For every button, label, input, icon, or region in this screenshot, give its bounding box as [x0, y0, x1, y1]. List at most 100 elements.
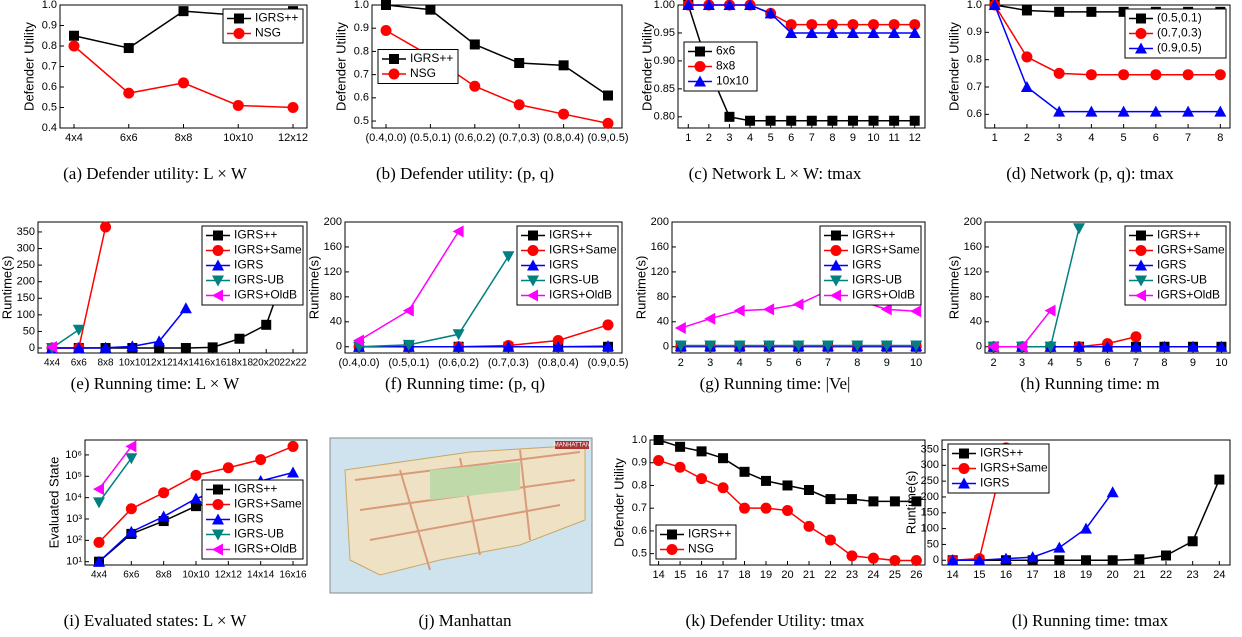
marker — [1086, 69, 1097, 80]
series-line — [953, 492, 1113, 560]
marker — [208, 342, 218, 352]
y-tick-label: 300 — [921, 459, 939, 471]
marker — [213, 245, 224, 256]
marker — [761, 503, 772, 514]
series-line — [99, 458, 131, 502]
legend-label: NSG — [410, 66, 436, 80]
x-tick-label: 7 — [1185, 132, 1191, 144]
x-tick-label: 10x10 — [119, 358, 147, 369]
marker — [381, 0, 391, 10]
x-tick-label: (0.8,0.4) — [543, 132, 584, 144]
x-tick-label: 4 — [1088, 132, 1094, 144]
marker — [178, 77, 189, 88]
x-tick-label: 23 — [1187, 569, 1199, 581]
y-axis-label: Defender Utility — [639, 22, 654, 111]
marker — [745, 116, 755, 126]
marker — [381, 25, 392, 36]
y-tick-label: 160 — [651, 241, 669, 253]
x-tick-label: 3 — [726, 132, 732, 144]
x-tick-label: 4 — [737, 357, 743, 369]
legend-label: IGRS-UB — [234, 527, 284, 541]
y-tick-label: 350 — [17, 226, 35, 238]
x-tick-label: 10 — [910, 357, 922, 369]
marker — [653, 455, 664, 466]
x-tick-label: 10 — [867, 132, 879, 144]
x-tick-label: 10x10 — [223, 132, 253, 144]
y-axis-label: Defender Utility — [21, 22, 36, 111]
marker — [695, 47, 705, 57]
marker — [1081, 555, 1091, 565]
x-tick-label: (0.4,0.0) — [339, 357, 380, 369]
x-tick-label: 6 — [795, 357, 801, 369]
y-axis-label: Evaluated State — [46, 457, 61, 549]
marker — [1214, 475, 1224, 485]
x-tick-label: 9 — [884, 357, 890, 369]
marker — [959, 449, 969, 459]
marker — [1108, 555, 1118, 565]
y-tick-label: 1.00 — [654, 0, 675, 11]
marker — [603, 319, 614, 330]
y-tick-label: 0 — [29, 342, 35, 354]
legend-label: IGRS++ — [1157, 228, 1200, 242]
legend-label: NSG — [688, 542, 714, 556]
marker — [911, 555, 922, 566]
caption: (l) Running time: tmax — [1012, 611, 1169, 630]
marker — [1080, 523, 1092, 534]
marker — [93, 497, 105, 508]
marker — [1136, 14, 1146, 24]
marker — [181, 343, 191, 353]
x-tick-label: 12x12 — [145, 358, 173, 369]
y-tick-label: 120 — [651, 266, 669, 278]
x-tick-label: (0.6,0.2) — [454, 132, 495, 144]
marker — [158, 487, 169, 498]
y-tick-label: 0 — [933, 554, 939, 566]
marker — [654, 435, 664, 445]
series-line — [74, 46, 293, 108]
marker — [1054, 555, 1064, 565]
marker — [69, 31, 79, 41]
marker — [910, 116, 920, 126]
marker — [126, 503, 137, 514]
y-tick-label: 1.0 — [967, 0, 982, 11]
y-tick-label: 0.7 — [967, 81, 982, 93]
marker — [910, 305, 921, 317]
marker — [696, 473, 707, 484]
x-tick-label: 22x22 — [279, 358, 307, 369]
y-tick-label: 0.85 — [654, 83, 675, 95]
y-tick-label: 1.0 — [632, 434, 647, 446]
marker — [213, 231, 223, 241]
x-tick-label: 1 — [685, 132, 691, 144]
x-tick-label: 17 — [1027, 569, 1039, 581]
y-tick-label: 0.8 — [967, 54, 982, 66]
series-line — [52, 308, 186, 348]
legend-label: IGRS++ — [410, 51, 453, 65]
marker — [223, 462, 234, 473]
marker — [287, 467, 299, 478]
legend-label: 8x8 — [716, 59, 736, 73]
marker — [69, 41, 80, 52]
marker — [1045, 305, 1056, 317]
x-tick-label: 4 — [747, 132, 753, 144]
x-tick-label: (0.4,0.0) — [366, 132, 407, 144]
y-tick-label: 10⁶ — [65, 449, 82, 461]
legend-label: IGRS — [234, 512, 263, 526]
marker — [783, 480, 793, 490]
y-tick-label: 0.7 — [354, 69, 369, 81]
x-tick-label: 23 — [846, 569, 858, 581]
x-tick-label: 24 — [1213, 569, 1225, 581]
x-tick-label: 8 — [854, 357, 860, 369]
y-tick-label: 0.95 — [654, 27, 675, 39]
x-tick-label: 20 — [1107, 569, 1119, 581]
y-tick-label: 0.6 — [42, 81, 57, 93]
series-line — [359, 346, 608, 347]
series-line — [688, 5, 914, 25]
marker — [1021, 81, 1033, 92]
y-tick-label: 0.6 — [354, 92, 369, 104]
legend-label: IGRS-UB — [852, 273, 902, 287]
x-tick-label: 16 — [1000, 569, 1012, 581]
y-tick-label: 10² — [66, 534, 82, 546]
map-label: MANHATTAN — [554, 443, 590, 449]
marker — [724, 112, 734, 122]
x-tick-label: 12 — [909, 132, 921, 144]
series-line — [994, 337, 1136, 347]
